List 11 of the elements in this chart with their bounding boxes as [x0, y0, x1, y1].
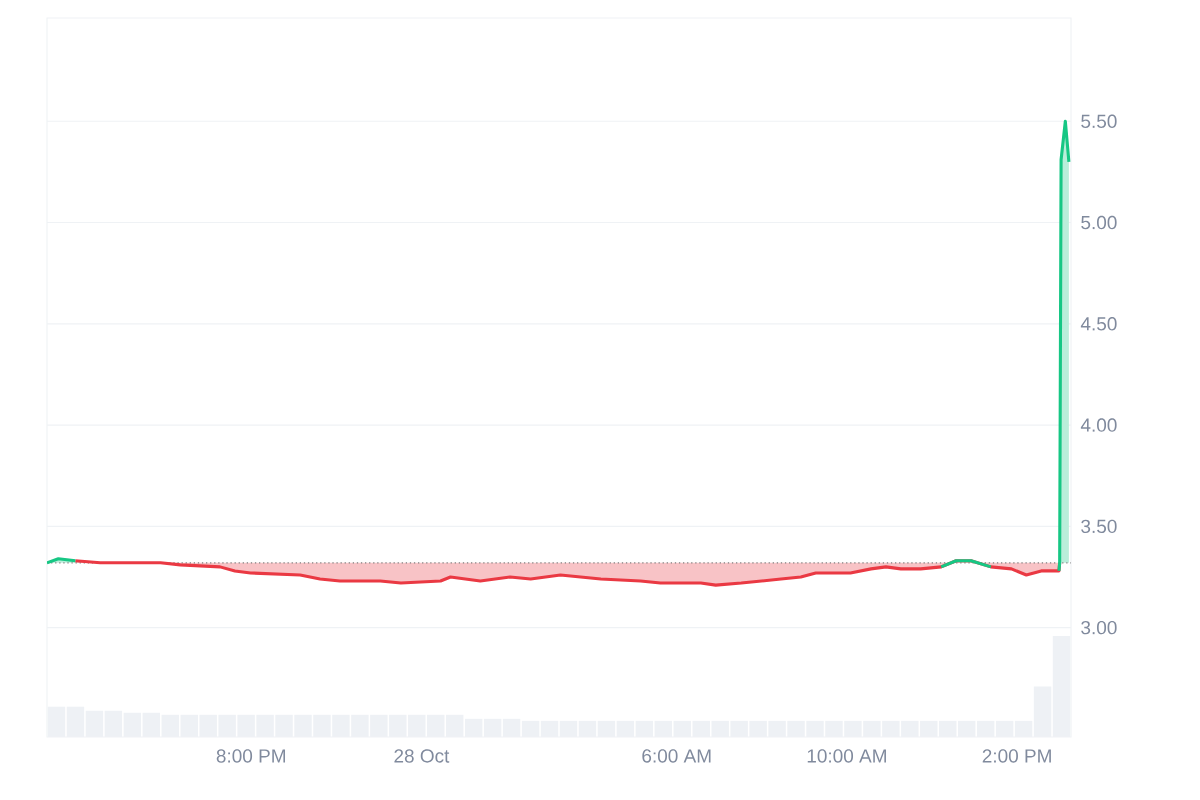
y-tick-label: 3.00 [1081, 620, 1117, 635]
x-tick-label: 2:00 PM [982, 749, 1051, 763]
y-tick-label: 3.50 [1081, 519, 1117, 534]
y-tick-label: 5.50 [1081, 114, 1117, 128]
x-tick-label: 10:00 AM [807, 749, 886, 763]
y-tick-label: 4.00 [1080, 418, 1117, 432]
x-tick-label: 28 Oct [394, 749, 450, 763]
y-tick-label: 4.50 [1080, 317, 1117, 331]
x-tick-label: 6:00 AM [642, 749, 711, 763]
y-tick-label: 5.00 [1081, 215, 1117, 230]
x-tick-label: 8:00 PM [216, 749, 286, 763]
